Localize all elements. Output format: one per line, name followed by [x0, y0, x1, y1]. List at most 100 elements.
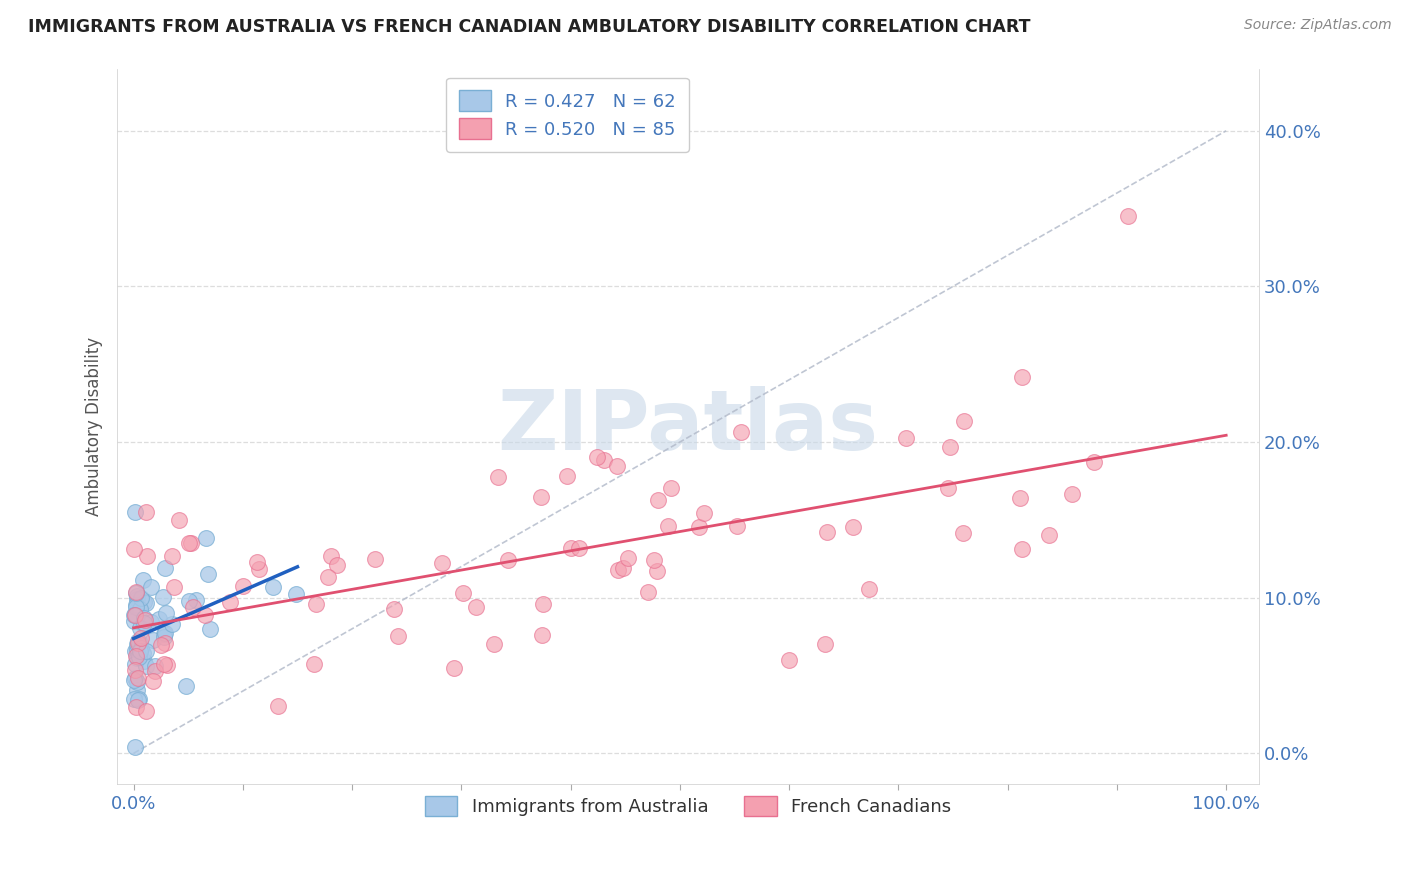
- Point: [122, 673, 145, 687]
- Point: [936, 481, 959, 495]
- Point: [177, 594, 200, 608]
- Point: [143, 658, 166, 673]
- Point: [128, 621, 150, 635]
- Legend: Immigrants from Australia, French Canadians: Immigrants from Australia, French Canadi…: [416, 787, 960, 825]
- Point: [135, 596, 157, 610]
- Point: [160, 616, 183, 631]
- Point: [129, 591, 152, 606]
- Point: [125, 699, 148, 714]
- Point: [134, 617, 156, 632]
- Point: [451, 586, 474, 600]
- Point: [194, 531, 217, 545]
- Point: [645, 564, 668, 578]
- Point: [135, 643, 157, 657]
- Point: [841, 520, 863, 534]
- Point: [127, 671, 149, 685]
- Point: [1083, 455, 1105, 469]
- Point: [647, 492, 669, 507]
- Point: [135, 659, 157, 673]
- Point: [155, 626, 177, 640]
- Point: [953, 413, 976, 427]
- Point: [443, 661, 465, 675]
- Point: [316, 569, 339, 583]
- Point: [285, 587, 308, 601]
- Point: [637, 585, 659, 599]
- Point: [688, 520, 710, 534]
- Point: [302, 657, 325, 672]
- Point: [127, 599, 149, 614]
- Point: [124, 671, 146, 685]
- Point: [186, 593, 208, 607]
- Point: [1062, 487, 1084, 501]
- Point: [326, 558, 349, 572]
- Point: [246, 555, 269, 569]
- Point: [132, 610, 155, 624]
- Point: [586, 450, 609, 464]
- Point: [134, 613, 156, 627]
- Point: [125, 589, 148, 603]
- Point: [1008, 491, 1031, 506]
- Point: [135, 505, 157, 519]
- Point: [124, 614, 146, 628]
- Point: [125, 600, 148, 615]
- Point: [267, 699, 290, 714]
- Point: [125, 592, 148, 607]
- Point: [124, 663, 146, 677]
- Point: [194, 608, 217, 623]
- Point: [568, 541, 591, 555]
- Point: [132, 595, 155, 609]
- Point: [952, 526, 974, 541]
- Point: [128, 692, 150, 706]
- Point: [657, 518, 679, 533]
- Point: [155, 606, 177, 620]
- Point: [262, 580, 284, 594]
- Point: [387, 630, 409, 644]
- Point: [127, 637, 149, 651]
- Point: [139, 580, 162, 594]
- Point: [127, 692, 149, 706]
- Point: [129, 640, 152, 655]
- Point: [730, 425, 752, 439]
- Point: [124, 644, 146, 658]
- Point: [132, 617, 155, 632]
- Point: [938, 440, 960, 454]
- Point: [197, 566, 219, 581]
- Point: [125, 586, 148, 600]
- Point: [145, 664, 167, 678]
- Point: [482, 637, 505, 651]
- Point: [606, 458, 628, 473]
- Point: [177, 536, 200, 550]
- Text: IMMIGRANTS FROM AUSTRALIA VS FRENCH CANADIAN AMBULATORY DISABILITY CORRELATION C: IMMIGRANTS FROM AUSTRALIA VS FRENCH CANA…: [28, 18, 1031, 36]
- Point: [531, 628, 554, 642]
- Point: [136, 549, 159, 563]
- Text: ZIPatlas: ZIPatlas: [498, 386, 879, 467]
- Point: [858, 582, 880, 597]
- Point: [364, 551, 387, 566]
- Point: [124, 607, 146, 621]
- Point: [122, 608, 145, 623]
- Point: [174, 679, 197, 693]
- Point: [142, 633, 165, 648]
- Point: [127, 675, 149, 690]
- Point: [128, 650, 150, 665]
- Point: [530, 490, 553, 504]
- Point: [319, 549, 342, 563]
- Point: [135, 704, 157, 718]
- Point: [305, 597, 328, 611]
- Point: [464, 600, 486, 615]
- Point: [179, 536, 201, 550]
- Point: [486, 469, 509, 483]
- Point: [1011, 542, 1033, 557]
- Point: [814, 637, 837, 651]
- Point: [643, 553, 665, 567]
- Point: [124, 505, 146, 519]
- Point: [127, 641, 149, 656]
- Point: [129, 635, 152, 649]
- Point: [198, 622, 221, 636]
- Point: [163, 580, 186, 594]
- Point: [894, 431, 917, 445]
- Point: [125, 651, 148, 665]
- Point: [149, 638, 172, 652]
- Point: [592, 453, 614, 467]
- Point: [141, 615, 163, 629]
